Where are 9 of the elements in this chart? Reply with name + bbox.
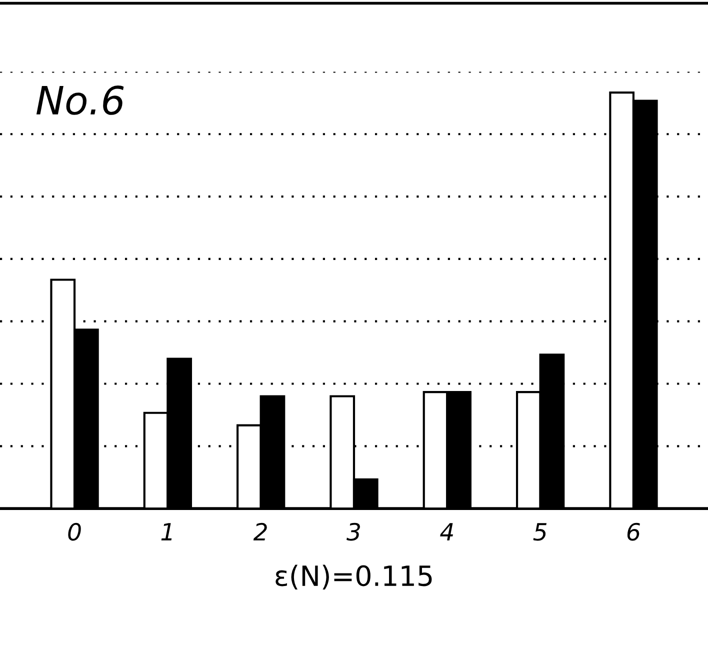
x-tick-label: 2 bbox=[253, 522, 267, 540]
x-tick-label: 6 bbox=[627, 522, 640, 541]
x-tick-label: 4 bbox=[440, 523, 453, 540]
x-axis-title: ε(N)=0.115 bbox=[276, 564, 432, 590]
x-tick-label: 1 bbox=[161, 523, 172, 540]
x-tick-label: 3 bbox=[346, 522, 360, 541]
x-tick-label: 0 bbox=[68, 522, 81, 541]
x-tick-label: 5 bbox=[533, 523, 547, 541]
chart-title: No.6 bbox=[36, 86, 124, 115]
